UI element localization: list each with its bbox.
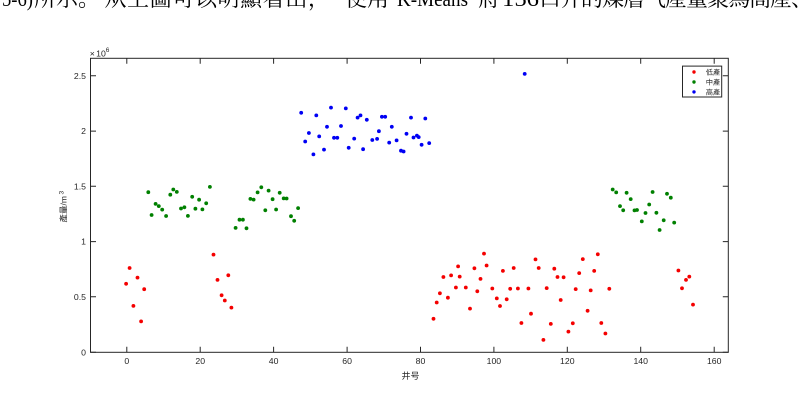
svg-text:×10: ×10 [90, 49, 106, 59]
svg-text:2: 2 [81, 126, 86, 136]
svg-text:120: 120 [560, 356, 575, 366]
svg-text:1.5: 1.5 [74, 181, 86, 191]
svg-text:100: 100 [487, 356, 502, 366]
svg-text:0: 0 [124, 356, 129, 366]
svg-text:156: 156 [502, 0, 539, 11]
svg-text:40: 40 [269, 356, 279, 366]
svg-text:0: 0 [81, 347, 86, 357]
svg-text:140: 140 [633, 356, 648, 366]
svg-text:3: 3 [59, 191, 66, 195]
svg-text:/m: /m [59, 196, 69, 205]
svg-text:60: 60 [342, 356, 352, 366]
svg-text:20: 20 [195, 356, 205, 366]
svg-text:160: 160 [707, 356, 722, 366]
svg-text:1: 1 [81, 237, 86, 247]
svg-text:80: 80 [416, 356, 426, 366]
svg-text:6: 6 [106, 47, 110, 54]
svg-text:2.5: 2.5 [74, 71, 86, 81]
svg-text:5-6): 5-6) [2, 0, 33, 11]
svg-text:K-Means: K-Means [397, 0, 468, 11]
svg-text:0.5: 0.5 [74, 292, 86, 302]
